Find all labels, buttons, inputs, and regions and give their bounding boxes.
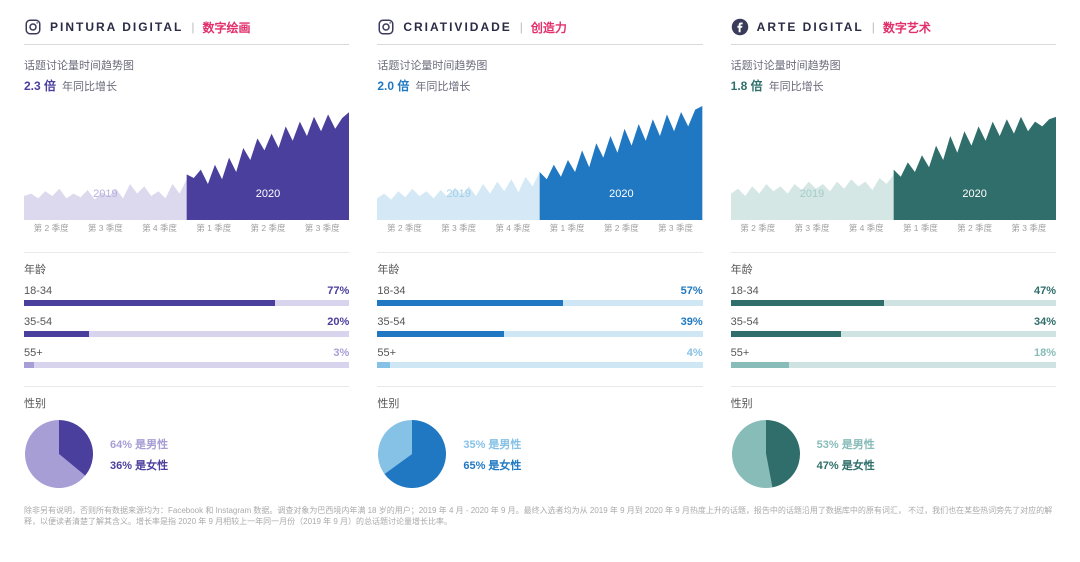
age-bar-track xyxy=(24,331,349,337)
footnote: 除非另有说明，否则所有数据来源均为：Facebook 和 Instagram 数… xyxy=(24,505,1056,527)
chart-subtitle: 话题讨论量时间趋势图 xyxy=(731,57,1056,73)
age-pct-label: 77% xyxy=(327,285,349,297)
gender-legend: 35% 是男性 65% 是女性 xyxy=(463,431,521,478)
chart-subtitle: 话题讨论量时间趋势图 xyxy=(24,57,349,73)
panel-header: PINTURA DIGITAL | 数字绘画 xyxy=(24,18,349,45)
growth-value: 2.3 倍 xyxy=(24,77,56,94)
age-bar-fill xyxy=(731,362,790,368)
age-section-label: 年龄 xyxy=(731,252,1056,277)
title-zh: 数字绘画 xyxy=(202,19,250,36)
growth-label: 年同比增长 xyxy=(62,78,117,94)
chart-subtitle: 话题讨论量时间趋势图 xyxy=(377,57,702,73)
age-bar-row: 18-34 47% xyxy=(731,285,1056,306)
age-bar-row: 55+ 18% xyxy=(731,347,1056,368)
age-bar-row: 55+ 3% xyxy=(24,347,349,368)
female-pct: 47% 是女性 xyxy=(817,457,875,473)
age-range-label: 18-34 xyxy=(24,285,52,297)
male-pct: 35% 是男性 xyxy=(463,436,521,452)
age-bar-fill xyxy=(377,362,390,368)
age-pct-label: 3% xyxy=(333,347,349,359)
age-pct-label: 4% xyxy=(687,347,703,359)
gender-legend: 53% 是男性 47% 是女性 xyxy=(817,431,875,478)
growth-label: 年同比增长 xyxy=(415,78,470,94)
title-zh: 数字艺术 xyxy=(883,19,931,36)
title-zh: 创造力 xyxy=(531,19,567,36)
age-bar-track xyxy=(731,362,1056,368)
title-separator: | xyxy=(520,20,523,34)
age-bar-track xyxy=(731,300,1056,306)
age-bar-row: 18-34 57% xyxy=(377,285,702,306)
gender-section-label: 性别 xyxy=(731,386,1056,411)
age-range-label: 55+ xyxy=(731,347,750,359)
facebook-icon xyxy=(731,18,749,36)
gender-pie xyxy=(731,419,801,489)
age-bar-track xyxy=(377,300,702,306)
age-bar-fill xyxy=(24,331,89,337)
trend-chart: 2019 2020 xyxy=(24,100,349,220)
trend-chart: 2019 2020 xyxy=(377,100,702,220)
age-range-label: 55+ xyxy=(24,347,43,359)
age-pct-label: 18% xyxy=(1034,347,1056,359)
growth-label: 年同比增长 xyxy=(769,78,824,94)
age-bar-row: 35-54 39% xyxy=(377,316,702,337)
age-range-label: 35-54 xyxy=(731,316,759,328)
gender-section-label: 性别 xyxy=(24,386,349,411)
chart-xaxis: 第 2 季度第 3 季度第 4 季度第 1 季度第 2 季度第 3 季度 xyxy=(731,222,1056,234)
growth-value: 1.8 倍 xyxy=(731,77,763,94)
panel-header: CRIATIVIDADE | 创造力 xyxy=(377,18,702,45)
title-en: ARTE DIGITAL xyxy=(757,20,864,34)
age-bar-track xyxy=(24,300,349,306)
age-range-label: 55+ xyxy=(377,347,396,359)
male-pct: 64% 是男性 xyxy=(110,436,168,452)
age-range-label: 35-54 xyxy=(24,316,52,328)
title-en: CRIATIVIDADE xyxy=(403,20,511,34)
instagram-icon xyxy=(377,18,395,36)
title-separator: | xyxy=(872,20,875,34)
age-pct-label: 57% xyxy=(681,285,703,297)
age-bar-fill xyxy=(24,300,275,306)
panel-2: ARTE DIGITAL | 数字艺术 话题讨论量时间趋势图 1.8 倍 年同比… xyxy=(731,18,1056,489)
gender-pie xyxy=(377,419,447,489)
age-bar-fill xyxy=(731,331,842,337)
title-en: PINTURA DIGITAL xyxy=(50,20,183,34)
age-bar-row: 35-54 34% xyxy=(731,316,1056,337)
age-section-label: 年龄 xyxy=(24,252,349,277)
panel-1: CRIATIVIDADE | 创造力 话题讨论量时间趋势图 2.0 倍 年同比增… xyxy=(377,18,702,489)
age-bar-track xyxy=(377,331,702,337)
age-pct-label: 39% xyxy=(681,316,703,328)
female-pct: 65% 是女性 xyxy=(463,457,521,473)
female-pct: 36% 是女性 xyxy=(110,457,168,473)
chart-xaxis: 第 2 季度第 3 季度第 4 季度第 1 季度第 2 季度第 3 季度 xyxy=(24,222,349,234)
age-range-label: 35-54 xyxy=(377,316,405,328)
age-bar-row: 18-34 77% xyxy=(24,285,349,306)
panel-header: ARTE DIGITAL | 数字艺术 xyxy=(731,18,1056,45)
age-section-label: 年龄 xyxy=(377,252,702,277)
age-bar-row: 35-54 20% xyxy=(24,316,349,337)
trend-chart: 2019 2020 xyxy=(731,100,1056,220)
age-bar-fill xyxy=(377,300,562,306)
age-bar-track xyxy=(377,362,702,368)
age-bar-track xyxy=(731,331,1056,337)
growth-value: 2.0 倍 xyxy=(377,77,409,94)
age-bar-fill xyxy=(24,362,34,368)
gender-legend: 64% 是男性 36% 是女性 xyxy=(110,431,168,478)
title-separator: | xyxy=(191,20,194,34)
age-pct-label: 34% xyxy=(1034,316,1056,328)
instagram-icon xyxy=(24,18,42,36)
panel-0: PINTURA DIGITAL | 数字绘画 话题讨论量时间趋势图 2.3 倍 … xyxy=(24,18,349,489)
age-bar-row: 55+ 4% xyxy=(377,347,702,368)
chart-xaxis: 第 2 季度第 3 季度第 4 季度第 1 季度第 2 季度第 3 季度 xyxy=(377,222,702,234)
gender-pie xyxy=(24,419,94,489)
gender-section-label: 性别 xyxy=(377,386,702,411)
age-range-label: 18-34 xyxy=(731,285,759,297)
male-pct: 53% 是男性 xyxy=(817,436,875,452)
age-range-label: 18-34 xyxy=(377,285,405,297)
age-pct-label: 47% xyxy=(1034,285,1056,297)
age-bar-fill xyxy=(731,300,884,306)
age-pct-label: 20% xyxy=(327,316,349,328)
age-bar-track xyxy=(24,362,349,368)
age-bar-fill xyxy=(377,331,504,337)
